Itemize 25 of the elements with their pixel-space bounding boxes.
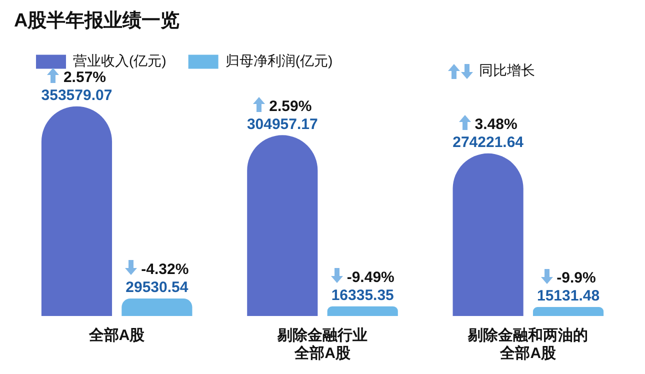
bar [122, 298, 192, 316]
data-label: 15131.48 [536, 288, 600, 305]
bar [452, 153, 524, 316]
text: 同比增长 [479, 62, 535, 80]
x-tick-label: 剔除金融和两油的全部A股 [467, 327, 588, 362]
bar [327, 306, 398, 316]
data-label: 274221.64 [452, 134, 524, 152]
bar [532, 307, 604, 316]
data-label: 353579.07 [41, 86, 112, 104]
chart-title: A股半年报业绩一览 [14, 10, 180, 32]
bar [41, 106, 112, 316]
data-label: 16335.35 [331, 286, 394, 304]
legend-label: 归母净利润(亿元) [225, 52, 333, 69]
annotation: 3.48% [474, 116, 518, 134]
annotation: 2.59% [269, 98, 312, 115]
data-label: 29530.54 [126, 279, 189, 296]
text: 2.57% [63, 68, 106, 86]
annotation: -4.32% [141, 261, 189, 278]
x-tick-label: 剔除金融行业全部A股 [276, 327, 368, 362]
legend-label: 营业收入(亿元) [73, 52, 166, 69]
bar [247, 135, 318, 316]
annotation: -9.9% [556, 270, 596, 287]
annotation: -9.49% [346, 268, 394, 286]
data-label: 304957.17 [246, 116, 318, 133]
x-tick-label: 全部A股 [88, 326, 146, 344]
